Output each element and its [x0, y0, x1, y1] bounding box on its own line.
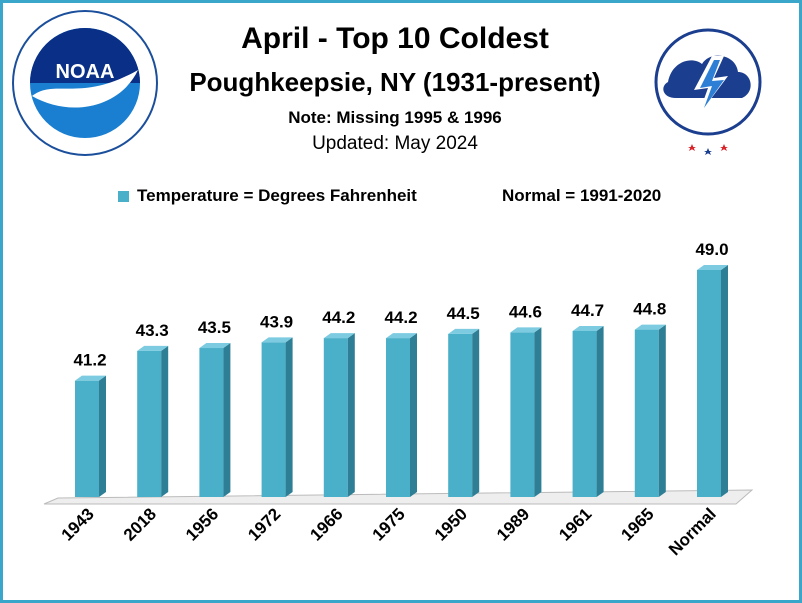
- bar-top: [510, 327, 542, 333]
- x-tick-label: 1950: [431, 504, 471, 544]
- bar: [386, 338, 410, 497]
- legend: Temperature = Degrees Fahrenheit: [118, 186, 417, 206]
- chart-subtitle: Poughkeepsie, NY (1931-present): [189, 67, 601, 97]
- data-label: 43.5: [198, 318, 231, 337]
- bar: [697, 270, 721, 497]
- x-tick-label: Normal: [665, 504, 720, 559]
- bar-top: [572, 326, 604, 332]
- bar: [448, 333, 473, 497]
- data-label: 49.0: [695, 240, 728, 259]
- nws-logo: [635, 9, 781, 155]
- bar-top: [448, 328, 480, 334]
- data-label: 43.3: [136, 321, 169, 340]
- bar-side: [410, 333, 417, 497]
- bar-side: [596, 326, 604, 497]
- bar-top: [199, 343, 231, 349]
- bar-top: [634, 324, 666, 330]
- legend-swatch: [118, 190, 129, 202]
- bar: [261, 342, 286, 497]
- bar-top: [386, 333, 417, 339]
- bar-side: [99, 375, 106, 497]
- bar-top: [137, 345, 169, 351]
- data-label: 44.7: [571, 301, 604, 320]
- bar-side: [223, 343, 231, 497]
- x-tick-label: 1965: [617, 504, 657, 544]
- bar: [137, 350, 162, 497]
- bar: [199, 348, 224, 497]
- bar-top: [323, 333, 355, 339]
- data-label: 43.9: [260, 312, 293, 331]
- bar-side: [161, 345, 169, 497]
- bar-side: [658, 324, 666, 497]
- data-label: 44.8: [633, 300, 666, 319]
- noaa-logo: NOAA: [12, 10, 158, 156]
- legend-series-label: Temperature = Degrees Fahrenheit: [137, 186, 417, 205]
- bar: [634, 329, 659, 497]
- legend-normal-label: Normal = 1991-2020: [502, 186, 662, 205]
- bar: [75, 380, 99, 497]
- bar-top: [261, 337, 293, 343]
- data-label: 44.5: [447, 304, 480, 323]
- bar: [323, 338, 348, 497]
- data-label: 41.2: [73, 351, 106, 370]
- data-label: 44.6: [509, 302, 542, 321]
- x-tick-label: 1975: [369, 504, 409, 544]
- bar-top: [75, 375, 106, 381]
- chart-title: April - Top 10 Coldest: [241, 22, 549, 55]
- bar-side: [472, 328, 480, 497]
- x-tick-label: 1989: [493, 504, 533, 544]
- x-tick-label: 1966: [306, 504, 346, 544]
- bar-side: [721, 265, 728, 497]
- x-tick-label: 2018: [120, 504, 160, 544]
- chart-updated: Updated: May 2024: [312, 133, 478, 154]
- bar-side: [285, 337, 293, 497]
- data-label: 44.2: [384, 308, 417, 327]
- data-label: 44.2: [322, 308, 355, 327]
- x-tick-label: 1972: [244, 504, 284, 544]
- bar: [572, 331, 597, 497]
- x-tick-label: 1961: [555, 504, 595, 544]
- bar-top: [697, 265, 728, 270]
- bar-side: [347, 333, 355, 497]
- x-tick-label: 1943: [58, 504, 98, 544]
- noaa-logo-text: NOAA: [56, 61, 115, 83]
- x-tick-label: 1956: [182, 504, 222, 544]
- bar-side: [534, 327, 542, 497]
- bar: [510, 332, 535, 497]
- chart-note: Note: Missing 1995 & 1996: [288, 108, 502, 127]
